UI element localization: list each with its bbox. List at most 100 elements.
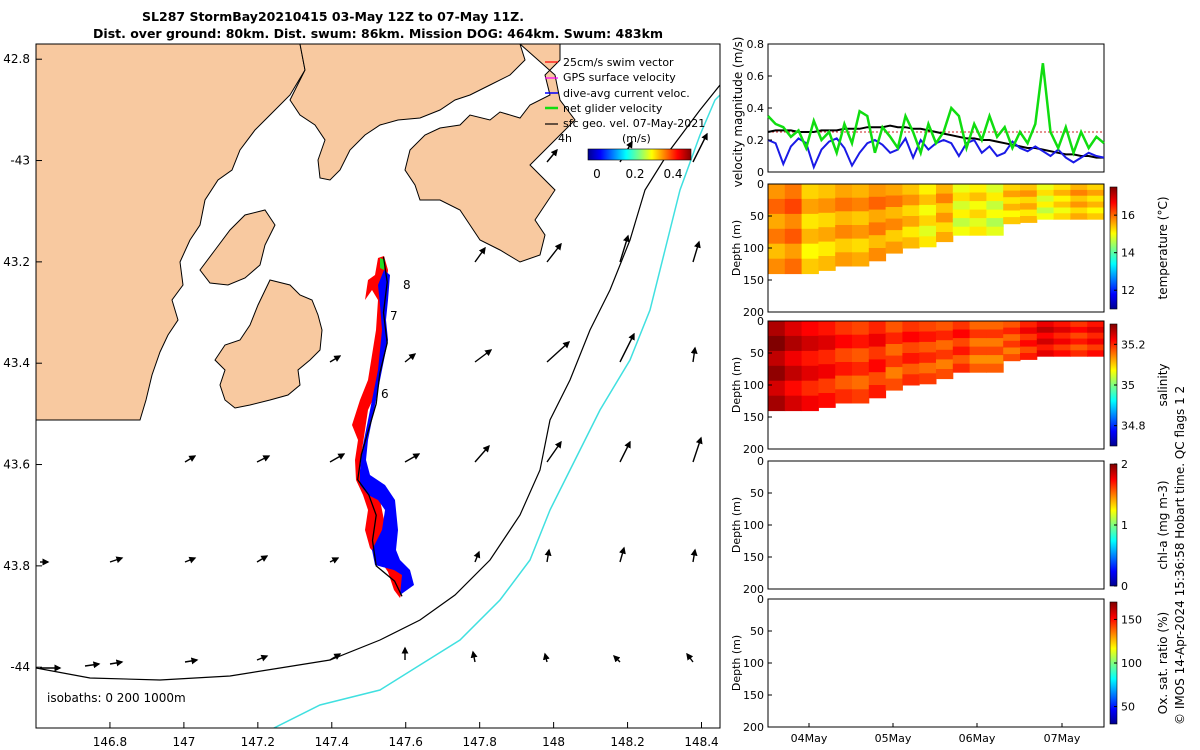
depth-cell: [1020, 346, 1038, 354]
depth-cell: [986, 363, 1004, 373]
depth-cell: [969, 355, 987, 365]
depth-cell: [1053, 184, 1071, 191]
velocity-arrow: [474, 246, 486, 263]
depth-ytick-label: 50: [750, 347, 764, 360]
depth-cell: [1087, 332, 1105, 340]
depth-cell: [1036, 201, 1055, 208]
colorbar-tick-label: 12: [1121, 284, 1135, 297]
depth-ylabel: Depth (m): [730, 220, 743, 276]
depth-cell: [1053, 344, 1071, 351]
depth-cell: [801, 380, 819, 397]
depth-cell: [868, 196, 887, 211]
title-line-1: SL287 StormBay20210415 03-May 12Z to 07-…: [142, 9, 524, 24]
depth-cell: [784, 335, 803, 352]
velocity-arrow: [686, 652, 694, 663]
depth-cell: [1053, 213, 1071, 220]
depth-cell: [852, 321, 870, 336]
depth-cell: [919, 215, 937, 227]
depth-cell: [852, 389, 870, 404]
lon-tick-label: 146.8: [93, 735, 127, 749]
depth-ytick-label: 200: [743, 443, 764, 456]
depth-cell: [1070, 189, 1088, 197]
depth-cell: [835, 197, 853, 212]
depth-cell: [1036, 321, 1055, 328]
legend-net: net glider velocity: [563, 102, 663, 115]
lon-tick-label: 147: [172, 735, 195, 749]
depth-cell: [885, 207, 903, 219]
depth-cell: [902, 342, 920, 354]
depth-cell: [919, 194, 937, 206]
depth-cell: [936, 369, 954, 380]
land-mainland: [36, 44, 306, 421]
depth-cell: [936, 212, 954, 223]
colorbar-tick-label: 150: [1121, 613, 1142, 626]
depth-panel-background: [768, 461, 1104, 589]
depth-cell: [852, 184, 870, 199]
velocity-arrow: [256, 654, 269, 662]
depth-cell: [868, 209, 887, 223]
depth-ytick-label: 200: [743, 583, 764, 596]
velocity-series-line: [767, 124, 1104, 159]
depth-cell: [835, 334, 853, 349]
depth-cell: [1053, 201, 1071, 208]
land-south-peninsula: [214, 279, 323, 409]
depth-cell: [919, 225, 937, 237]
day-label-6: 6: [381, 387, 389, 401]
lon-tick-label: 148.4: [684, 735, 718, 749]
depth-cell: [986, 192, 1004, 202]
depth-cell: [952, 226, 971, 236]
depth-cell: [902, 353, 920, 365]
depth-cell: [952, 363, 971, 373]
depth-cell: [986, 218, 1004, 228]
velocity-ytick-label: 0.2: [747, 134, 765, 147]
depth-cell: [1036, 338, 1055, 345]
depth-cell: [1020, 327, 1038, 335]
depth-cell: [1036, 344, 1055, 351]
depth-cell: [1087, 338, 1105, 345]
depth-panel-salinity: 0 50 100 150 200 Depth (m) 34.8 35 35.2 salinity: [730, 315, 1170, 456]
depth-cell: [902, 216, 920, 228]
isobath-200m: [36, 84, 720, 681]
time-tick-label: 07May: [1044, 732, 1081, 745]
velocity-arrow: [546, 440, 562, 463]
velocity-series-line: [767, 63, 1105, 157]
glider-track-line: [357, 256, 403, 597]
depth-cell: [784, 350, 803, 367]
day-label-7: 7: [390, 309, 398, 323]
map-content: 8 7 6 isobaths: 0 200 1000m: [36, 44, 720, 728]
depth-cell: [768, 321, 786, 337]
depth-cell: [768, 243, 786, 260]
depth-cell: [1003, 190, 1021, 198]
time-tick-label: 06May: [959, 732, 996, 745]
depth-cell: [1003, 210, 1021, 218]
depth-cell: [919, 341, 937, 353]
depth-cell: [986, 209, 1004, 219]
depth-cell: [1036, 326, 1055, 334]
land-north-shore: [289, 44, 526, 181]
depth-cell: [1003, 321, 1021, 329]
lon-tick-label: 148: [542, 735, 565, 749]
depth-cell: [784, 198, 803, 215]
depth-cell: [902, 205, 920, 217]
depth-cell: [1003, 327, 1021, 335]
speed-tick-0: 0: [593, 167, 601, 181]
velocity-arrow: [470, 650, 478, 663]
depth-cell: [952, 209, 971, 219]
velocity-arrow: [329, 453, 346, 463]
depth-cell: [952, 201, 971, 211]
depth-cell: [902, 237, 920, 249]
depth-cell: [818, 198, 836, 214]
depth-cell: [969, 321, 987, 330]
depth-cell: [768, 395, 786, 412]
depth-cell: [852, 348, 870, 363]
depth-cell: [868, 372, 887, 386]
velocity-yticks: 0 0.2 0.4 0.6 0.8: [747, 38, 772, 179]
depth-cell: [818, 335, 836, 351]
lon-tick-label: 147.6: [389, 735, 423, 749]
map-legend: 25cm/s swim vector GPS surface velocity …: [545, 56, 705, 181]
depth-cell: [868, 235, 887, 249]
depth-ytick-label: 100: [743, 657, 764, 670]
velocity-arrow: [692, 436, 703, 463]
depth-cell: [936, 330, 954, 341]
depth-cell: [784, 380, 803, 397]
